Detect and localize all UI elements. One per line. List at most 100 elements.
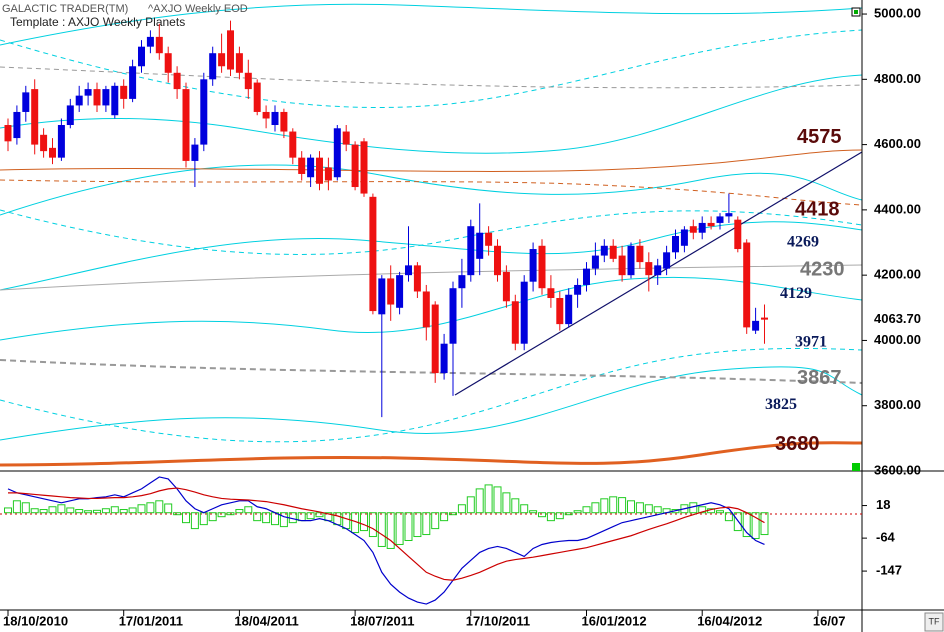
histogram-bar: [4, 507, 12, 514]
y-tick-label: 4800.00: [874, 71, 921, 86]
histogram-bar: [128, 507, 137, 514]
histogram-bar: [110, 506, 119, 514]
histogram-bar: [609, 496, 618, 514]
level-label: 4129: [780, 285, 812, 302]
tf-button[interactable]: [924, 612, 944, 632]
y-tick-label: -147: [876, 563, 902, 578]
candle-body: [324, 167, 332, 181]
histogram-bar: [600, 498, 609, 514]
candle-body: [663, 252, 671, 269]
corner-box: [852, 463, 860, 471]
planet-line: [0, 29, 863, 108]
planet-line: [0, 3, 863, 46]
histogram-bar: [484, 484, 493, 514]
candle-body: [93, 89, 101, 106]
candle-body: [164, 53, 172, 73]
histogram-bar: [564, 512, 573, 516]
candle-body: [396, 275, 404, 308]
candle-body: [84, 89, 92, 96]
histogram-bar: [235, 509, 244, 514]
histogram-bar: [30, 508, 39, 514]
planet-line: [0, 179, 863, 206]
histogram-bar: [724, 512, 733, 522]
candle-body: [565, 294, 573, 325]
x-tick-label: 16/04/2012: [697, 613, 762, 628]
candle-body: [75, 95, 83, 106]
histogram-bar: [146, 502, 155, 514]
histogram-bar: [244, 506, 253, 514]
candle-body: [138, 46, 145, 67]
chart-title: GALACTIC TRADER(TM): [2, 3, 128, 15]
histogram-bar: [360, 512, 368, 532]
histogram-bar: [226, 512, 235, 516]
histogram-bar: [760, 512, 769, 536]
candle-body: [494, 245, 501, 276]
candle-body: [120, 85, 128, 99]
histogram-bar: [520, 504, 529, 514]
histogram-bar: [413, 512, 422, 538]
template-label: Template : AXJO Weekly Planets: [10, 15, 185, 29]
planet-line: [0, 359, 863, 384]
histogram-bar: [546, 512, 555, 522]
indicator-line: [8, 487, 765, 581]
candle-body: [66, 105, 74, 126]
last-price-box: [863, 311, 943, 328]
candle-body: [431, 304, 439, 374]
histogram-bar: [440, 512, 449, 522]
candle-body: [405, 265, 412, 276]
candle-body: [467, 226, 475, 276]
candle-body: [351, 144, 359, 188]
histogram-bar: [306, 512, 315, 520]
candle-body: [40, 134, 48, 152]
histogram-bar: [733, 512, 742, 532]
histogram-bar: [66, 507, 75, 514]
candle-body: [280, 111, 288, 132]
level-label: 4575: [797, 126, 842, 148]
planet-line: [0, 209, 863, 255]
histogram-bar: [12, 500, 21, 514]
candle-body: [556, 298, 564, 325]
candle-body: [22, 92, 30, 112]
candle-body: [200, 79, 208, 145]
candle-body: [583, 268, 590, 285]
y-tick-label: 4000.00: [874, 332, 921, 347]
planet-lines: [0, 3, 863, 467]
histogram-bar: [119, 509, 128, 514]
planet-line: [0, 74, 863, 154]
histogram-bar: [101, 508, 110, 514]
level-label: 3867: [797, 367, 842, 389]
histogram-bar: [190, 512, 199, 530]
tf-button-label[interactable]: TF: [929, 616, 940, 626]
candle-body: [227, 30, 234, 70]
histogram-bar: [475, 488, 484, 514]
candle-body: [129, 66, 137, 99]
y-tick-label: 4600.00: [874, 136, 921, 151]
histogram-bar: [75, 509, 84, 514]
candle-body: [440, 343, 448, 374]
candle-body: [387, 278, 395, 305]
histogram-bar: [698, 506, 707, 514]
candle-body: [182, 89, 190, 161]
x-tick-label: 16/07: [813, 613, 846, 628]
level-label: 4418: [795, 198, 840, 220]
candle-body: [636, 245, 644, 263]
candle-body: [111, 85, 119, 116]
y-tick-label: 3600.00: [874, 462, 921, 477]
histogram-bar: [422, 512, 431, 536]
candle-body: [449, 288, 457, 344]
histogram-bar: [208, 512, 217, 522]
candle-body: [369, 196, 377, 312]
x-tick-label: 17/01/2011: [119, 613, 183, 628]
planet-line: [0, 264, 863, 291]
histogram-bar: [680, 504, 689, 514]
candle-body: [529, 249, 537, 282]
x-tick-label: 17/10/2011: [466, 613, 530, 628]
histogram-bar: [21, 502, 30, 514]
candle-body: [689, 226, 697, 233]
candle-body: [218, 53, 226, 67]
histogram-bar: [502, 492, 511, 514]
candle-body: [298, 157, 306, 174]
planet-line: [0, 347, 863, 443]
histogram-bar: [555, 512, 564, 520]
